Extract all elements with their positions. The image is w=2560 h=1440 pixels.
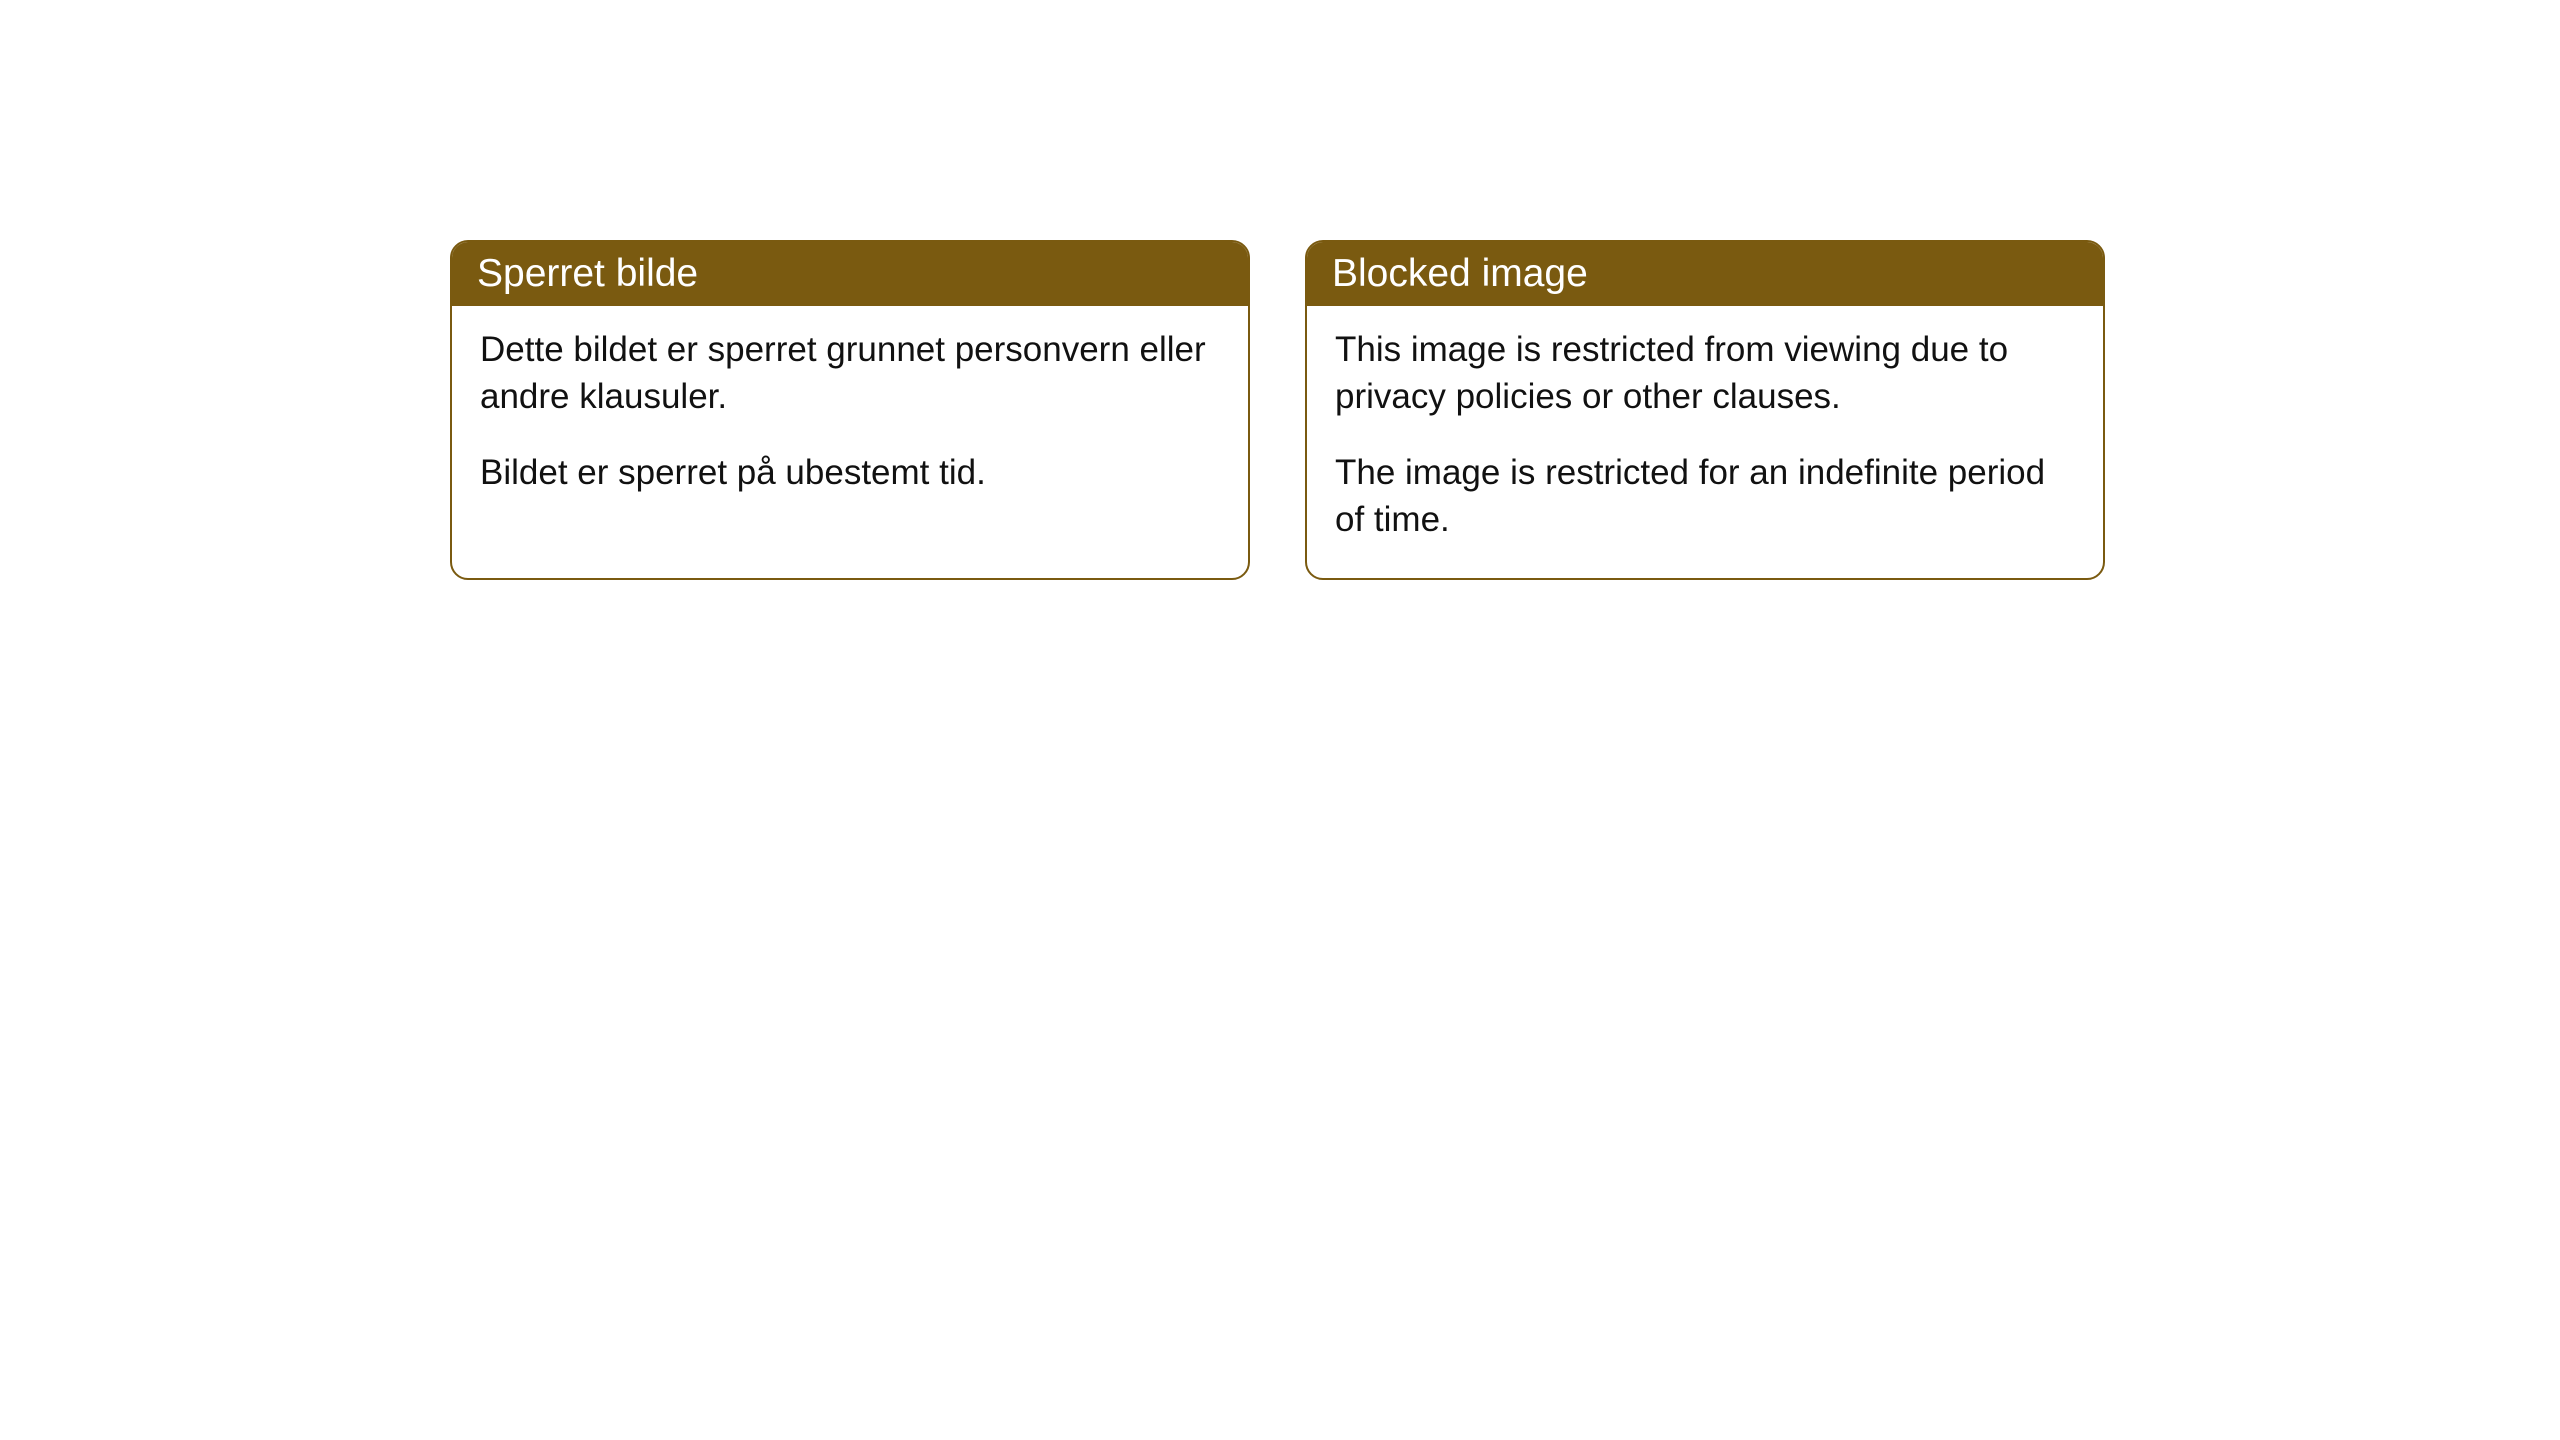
card-paragraph: Bildet er sperret på ubestemt tid. xyxy=(480,449,1220,496)
notice-cards-container: Sperret bilde Dette bildet er sperret gr… xyxy=(450,240,2560,580)
card-header: Blocked image xyxy=(1307,242,2103,306)
card-header: Sperret bilde xyxy=(452,242,1248,306)
card-paragraph: The image is restricted for an indefinit… xyxy=(1335,449,2075,544)
card-title: Sperret bilde xyxy=(477,252,698,295)
card-paragraph: This image is restricted from viewing du… xyxy=(1335,326,2075,421)
card-body: This image is restricted from viewing du… xyxy=(1307,306,2103,578)
card-body: Dette bildet er sperret grunnet personve… xyxy=(452,306,1248,531)
notice-card-norwegian: Sperret bilde Dette bildet er sperret gr… xyxy=(450,240,1250,580)
notice-card-english: Blocked image This image is restricted f… xyxy=(1305,240,2105,580)
card-paragraph: Dette bildet er sperret grunnet personve… xyxy=(480,326,1220,421)
card-title: Blocked image xyxy=(1332,252,1588,295)
